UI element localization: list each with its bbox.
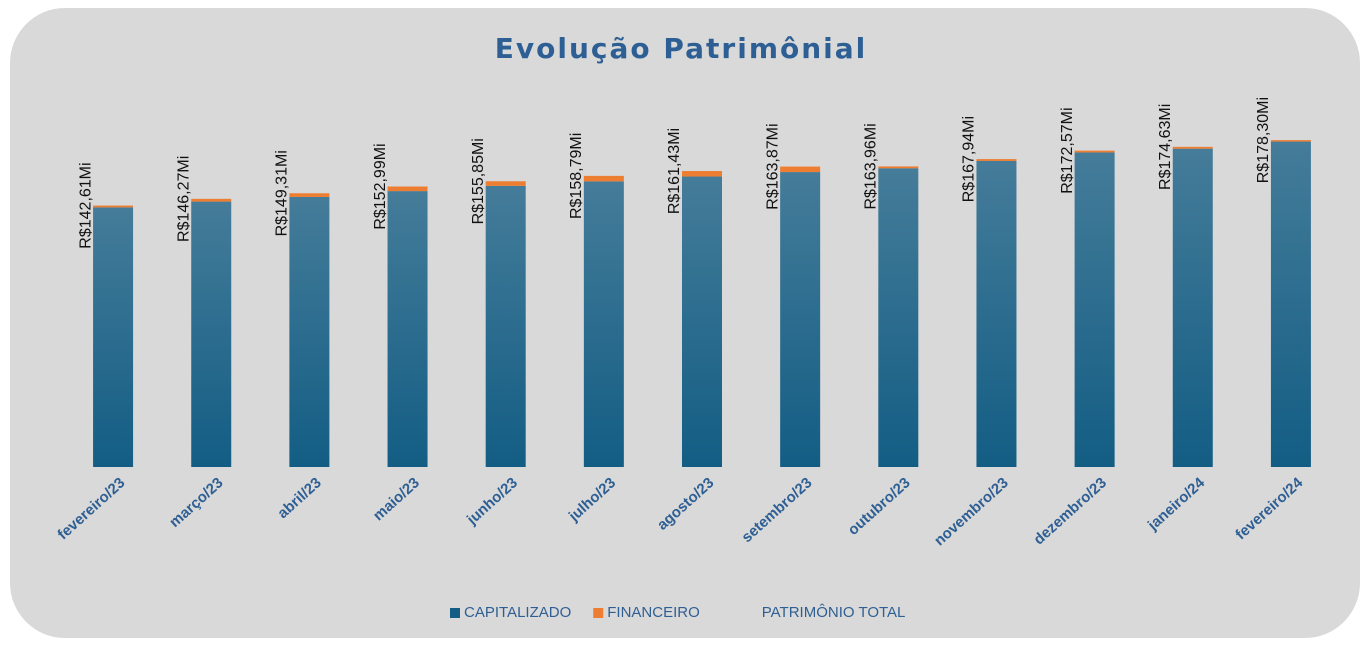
total-label: R$172,57Mi xyxy=(1059,107,1076,193)
bar-segment xyxy=(878,166,919,169)
total-label: R$163,96Mi xyxy=(863,123,880,209)
bar-segment xyxy=(93,207,134,468)
legend-label: FINANCEIRO xyxy=(607,604,700,621)
bar-segment xyxy=(387,191,428,467)
legend-label: PATRIMÔNIO TOTAL xyxy=(762,604,906,621)
total-label: R$161,43Mi xyxy=(666,128,683,214)
total-label: R$146,27Mi xyxy=(175,156,192,242)
total-label: R$149,31Mi xyxy=(274,150,291,236)
bar-segment xyxy=(289,193,330,197)
bar-segment xyxy=(1172,148,1213,467)
bar-segment xyxy=(583,181,624,467)
bar-segment xyxy=(289,196,330,467)
total-label: R$174,63Mi xyxy=(1157,104,1174,190)
bar-segment xyxy=(1172,146,1213,149)
legend-swatch xyxy=(450,608,460,618)
total-label: R$152,99Mi xyxy=(372,143,389,229)
total-label: R$163,87Mi xyxy=(764,123,781,209)
bar-segment xyxy=(780,172,821,468)
bar-segment xyxy=(191,198,232,202)
bar-segment xyxy=(976,159,1017,161)
bar-segment xyxy=(485,181,526,186)
legend-label: CAPITALIZADO xyxy=(464,604,571,621)
total-label: R$142,61Mi xyxy=(77,162,94,248)
bar-segment xyxy=(976,160,1017,467)
bar-segment xyxy=(485,185,526,467)
bar-segment xyxy=(387,186,428,192)
bar-segment xyxy=(780,166,821,173)
bar-segment xyxy=(878,168,919,468)
bar-segment xyxy=(1270,141,1311,468)
bar-segment xyxy=(1074,152,1115,467)
total-label: R$178,30Mi xyxy=(1255,97,1272,183)
total-label: R$158,79Mi xyxy=(568,133,585,219)
total-label: R$167,94Mi xyxy=(961,116,978,202)
bar-segment xyxy=(191,201,232,468)
bar-segment xyxy=(93,205,134,208)
bar-segment xyxy=(682,171,722,177)
bar-segment xyxy=(583,175,624,182)
chart-title: Evolução Patrimônial xyxy=(495,32,868,65)
total-label: R$155,85Mi xyxy=(470,138,487,224)
legend-swatch xyxy=(593,608,604,618)
bar-segment xyxy=(1270,140,1311,142)
bar-segment xyxy=(1074,150,1115,153)
bar-segment xyxy=(682,176,722,468)
